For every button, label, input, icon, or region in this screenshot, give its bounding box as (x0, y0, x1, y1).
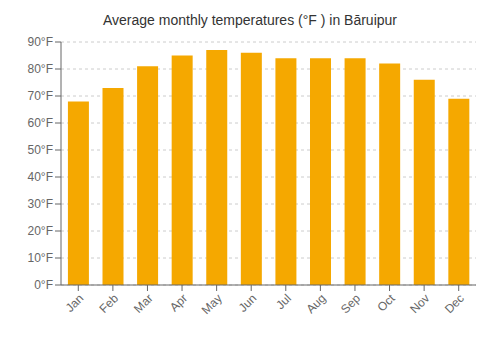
svg-text:Jun: Jun (236, 291, 260, 315)
svg-text:Sep: Sep (338, 291, 363, 316)
svg-text:Dec: Dec (442, 291, 467, 316)
svg-text:Jan: Jan (63, 291, 87, 315)
svg-text:Oct: Oct (375, 291, 399, 315)
svg-text:Nov: Nov (407, 291, 432, 316)
svg-text:Apr: Apr (167, 291, 190, 314)
svg-text:60°F: 60°F (28, 116, 53, 130)
svg-text:10°F: 10°F (28, 251, 53, 265)
svg-text:Feb: Feb (96, 291, 121, 316)
svg-text:May: May (199, 291, 225, 317)
svg-text:80°F: 80°F (28, 62, 53, 76)
svg-text:40°F: 40°F (28, 170, 53, 184)
svg-text:50°F: 50°F (28, 143, 53, 157)
html-text:Average monthly temperatures (: Average monthly temperatures (°F ) in Bā… (103, 12, 397, 28)
svg-text:0°F: 0°F (34, 278, 53, 292)
svg-text:Aug: Aug (304, 291, 329, 316)
svg-text:Mar: Mar (131, 291, 156, 316)
svg-text:20°F: 20°F (28, 224, 53, 238)
svg-text:Jul: Jul (273, 291, 294, 312)
svg-text:90°F: 90°F (28, 35, 53, 49)
svg-text:70°F: 70°F (28, 89, 53, 103)
svg-text:30°F: 30°F (28, 197, 53, 211)
